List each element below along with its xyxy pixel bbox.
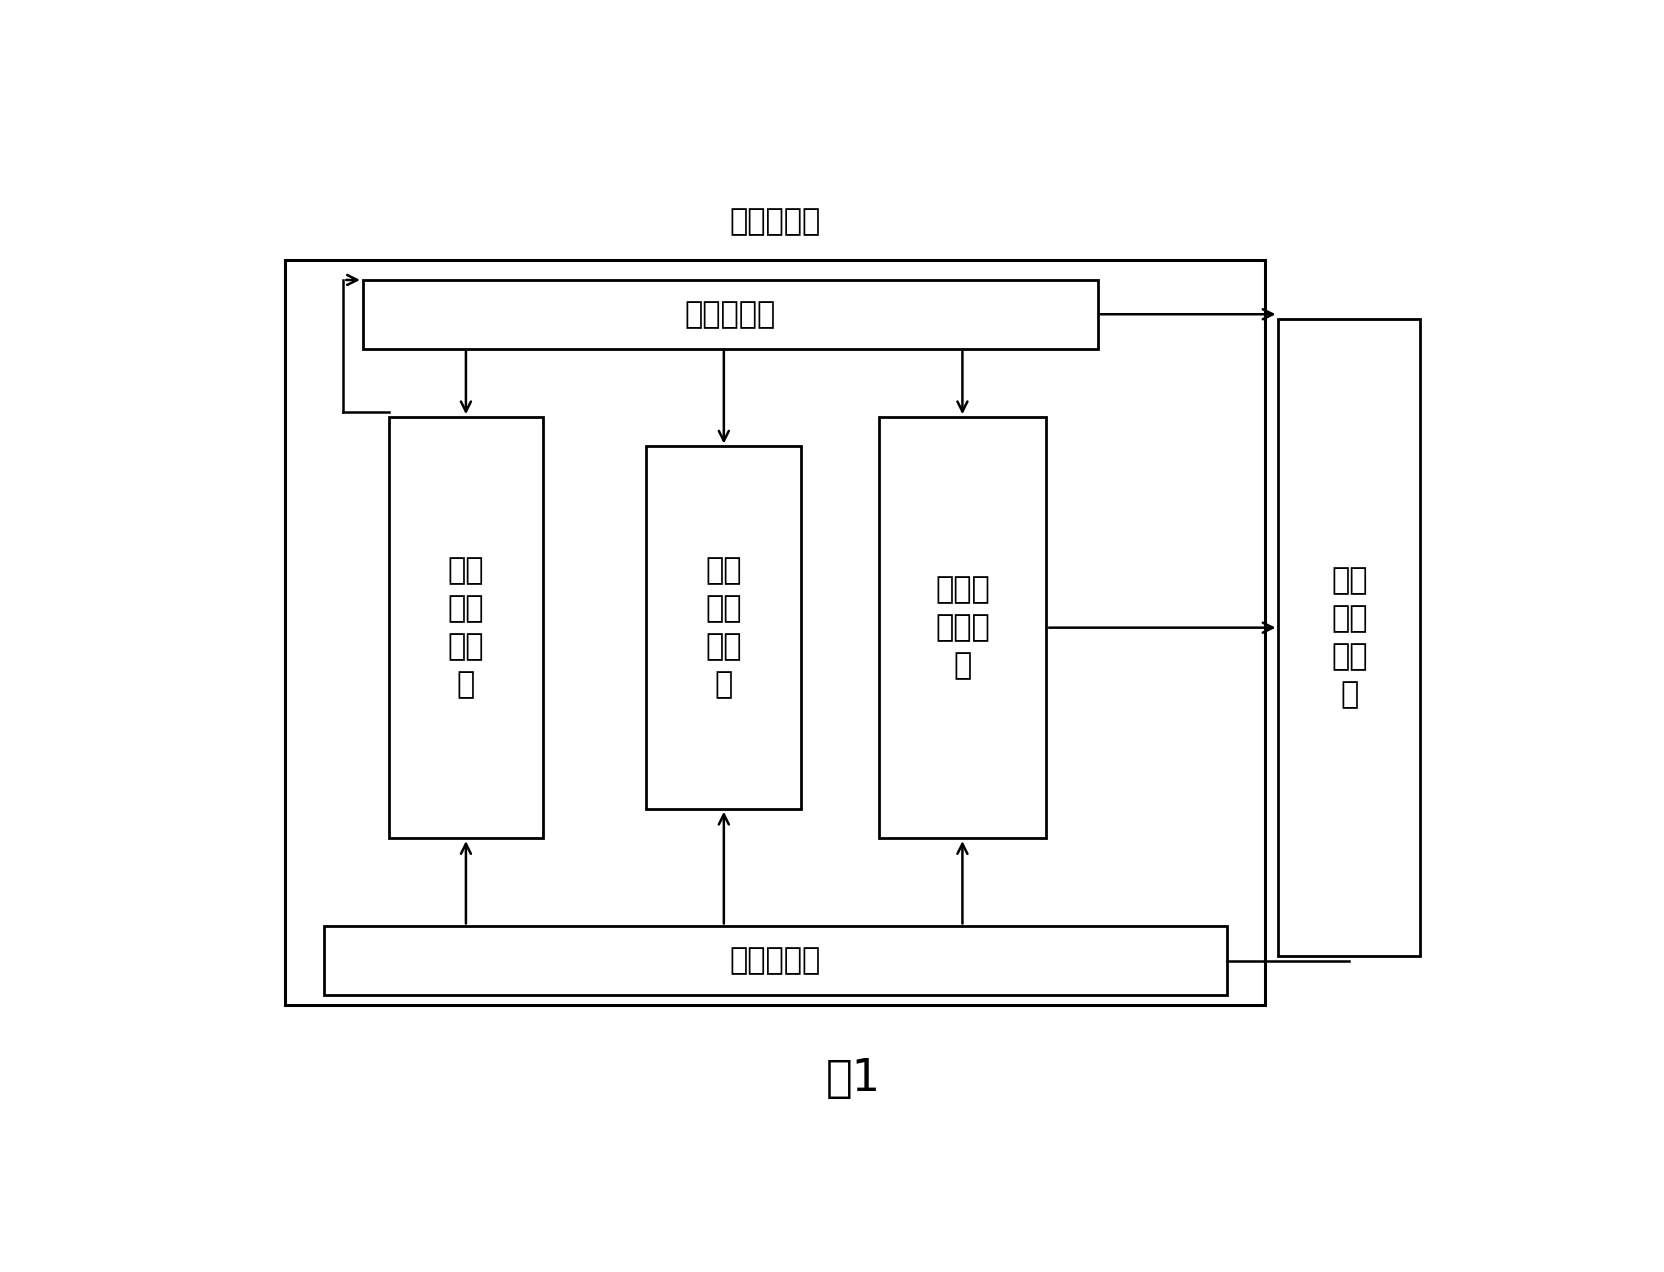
Bar [389,417,544,838]
Text: 调查承载车: 调查承载车 [730,207,820,235]
Bar [324,926,1226,995]
Text: 光电
测速
子系
统: 光电 测速 子系 统 [706,556,742,700]
Text: 激光
测距
子系
统: 激光 测距 子系 统 [448,556,484,700]
Bar [647,446,802,809]
Bar [879,417,1047,838]
Text: 机器视
觉子系
统: 机器视 觉子系 统 [935,575,990,681]
Text: 控制子系统: 控制子系统 [684,300,775,328]
Bar [363,280,1098,349]
Bar [286,261,1266,1005]
Text: 数据
处理
子系
统: 数据 处理 子系 统 [1331,566,1368,710]
Text: 图1: 图1 [825,1057,880,1100]
Text: 电源子系统: 电源子系统 [730,946,820,976]
Bar [1278,319,1421,955]
